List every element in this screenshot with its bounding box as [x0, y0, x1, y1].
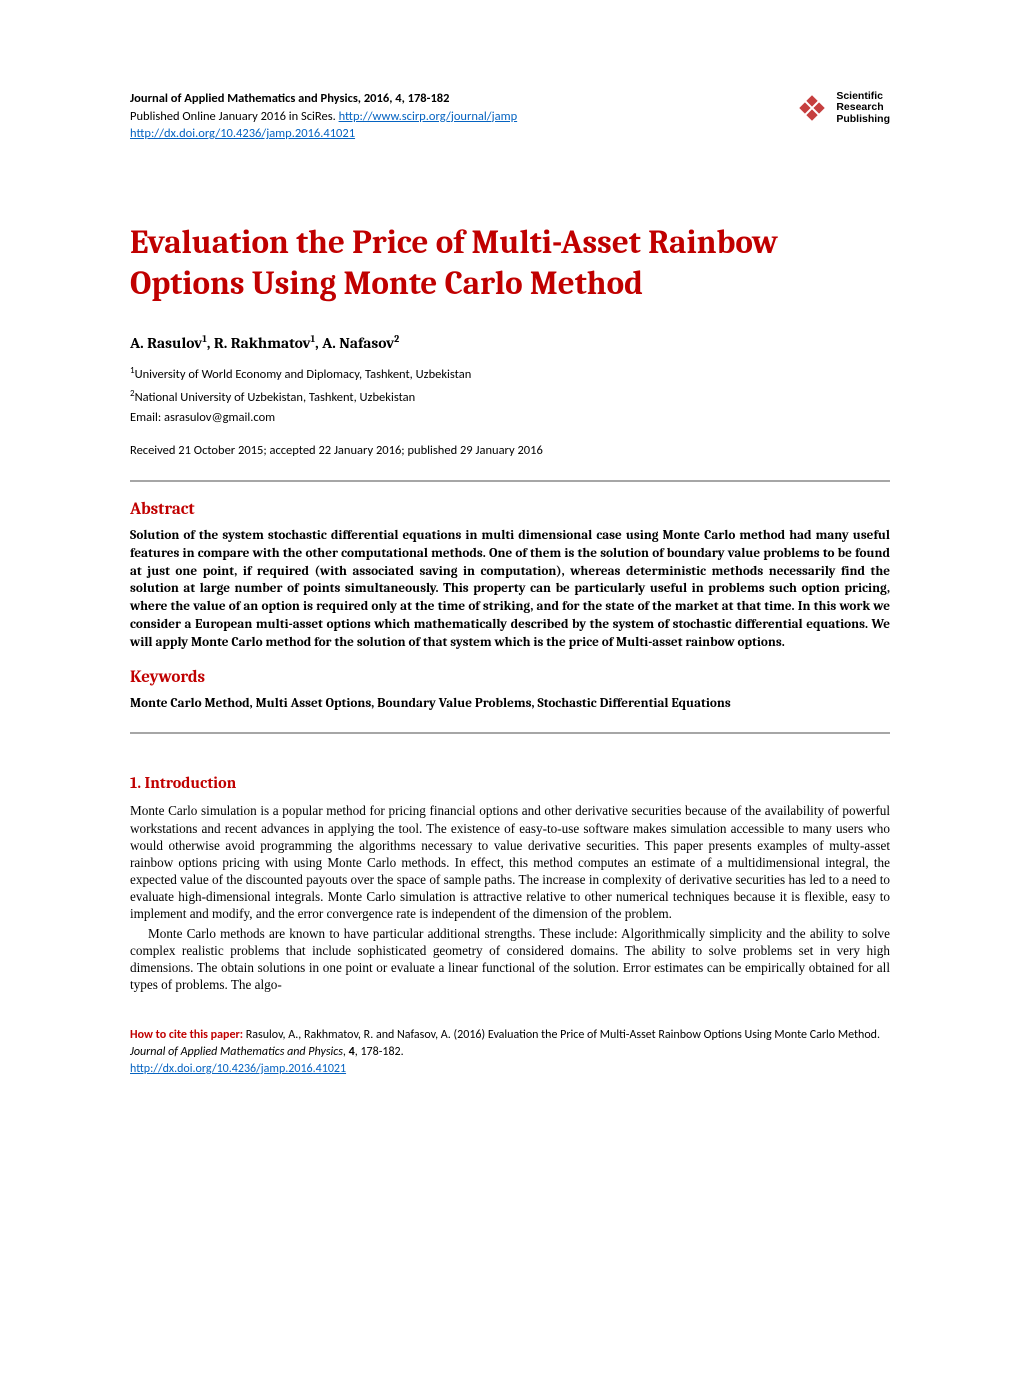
- abstract-heading: Abstract: [130, 500, 890, 519]
- doi-line: http://dx.doi.org/10.4236/jamp.2016.4102…: [130, 125, 517, 143]
- email-line: Email: asrasulov@gmail.com: [130, 410, 890, 425]
- introduction-heading: 1. Introduction: [130, 774, 890, 792]
- published-prefix: Published Online January 2016 in SciRes.: [130, 109, 339, 124]
- email-label: Email:: [130, 410, 164, 425]
- rule-bottom: [130, 732, 890, 734]
- how-to-cite: How to cite this paper: Rasulov, A., Rak…: [130, 1027, 890, 1077]
- affiliation-2: 2National University of Uzbekistan, Tash…: [130, 387, 890, 408]
- affiliation-1: 1University of World Economy and Diploma…: [130, 364, 890, 385]
- cite-authors-title: Rasulov, A., Rakhmatov, R. and Nafasov, …: [246, 1028, 880, 1042]
- publisher-name-line3: Publishing: [836, 114, 890, 126]
- keywords-body: Monte Carlo Method, Multi Asset Options,…: [130, 695, 890, 713]
- author-list: A. Rasulov1, R. Rakhmatov1, A. Nafasov2: [130, 333, 890, 352]
- article-dates: Received 21 October 2015; accepted 22 Ja…: [130, 443, 890, 458]
- cite-journal: Journal of Applied Mathematics and Physi…: [130, 1045, 343, 1059]
- cite-doi-link[interactable]: http://dx.doi.org/10.4236/jamp.2016.4102…: [130, 1062, 346, 1076]
- paper-title: Evaluation the Price of Multi-Asset Rain…: [130, 223, 890, 306]
- cite-pages: , 178-182.: [355, 1045, 404, 1059]
- header-band: Journal of Applied Mathematics and Physi…: [130, 90, 890, 143]
- header-meta: Journal of Applied Mathematics and Physi…: [130, 90, 517, 143]
- publisher-name: Scientific Research Publishing: [836, 91, 890, 126]
- abstract-body: Solution of the system stochastic differ…: [130, 527, 890, 652]
- affiliation-2-text: National University of Uzbekistan, Tashk…: [135, 390, 416, 405]
- publisher-logo: Scientific Research Publishing: [794, 90, 890, 126]
- intro-paragraph-2: Monte Carlo methods are known to have pa…: [130, 925, 890, 994]
- doi-link[interactable]: http://dx.doi.org/10.4236/jamp.2016.4102…: [130, 126, 355, 141]
- keywords-heading: Keywords: [130, 668, 890, 687]
- affiliation-1-text: University of World Economy and Diplomac…: [135, 367, 472, 382]
- journal-citation-line: Journal of Applied Mathematics and Physi…: [130, 90, 517, 108]
- scirp-logo-icon: [794, 90, 830, 126]
- journal-url-link[interactable]: http://www.scirp.org/journal/jamp: [339, 109, 518, 124]
- email-value: asrasulov@gmail.com: [164, 410, 275, 425]
- intro-paragraph-1: Monte Carlo simulation is a popular meth…: [130, 802, 890, 922]
- cite-label: How to cite this paper:: [130, 1028, 246, 1042]
- rule-top: [130, 480, 890, 482]
- published-line: Published Online January 2016 in SciRes.…: [130, 108, 517, 126]
